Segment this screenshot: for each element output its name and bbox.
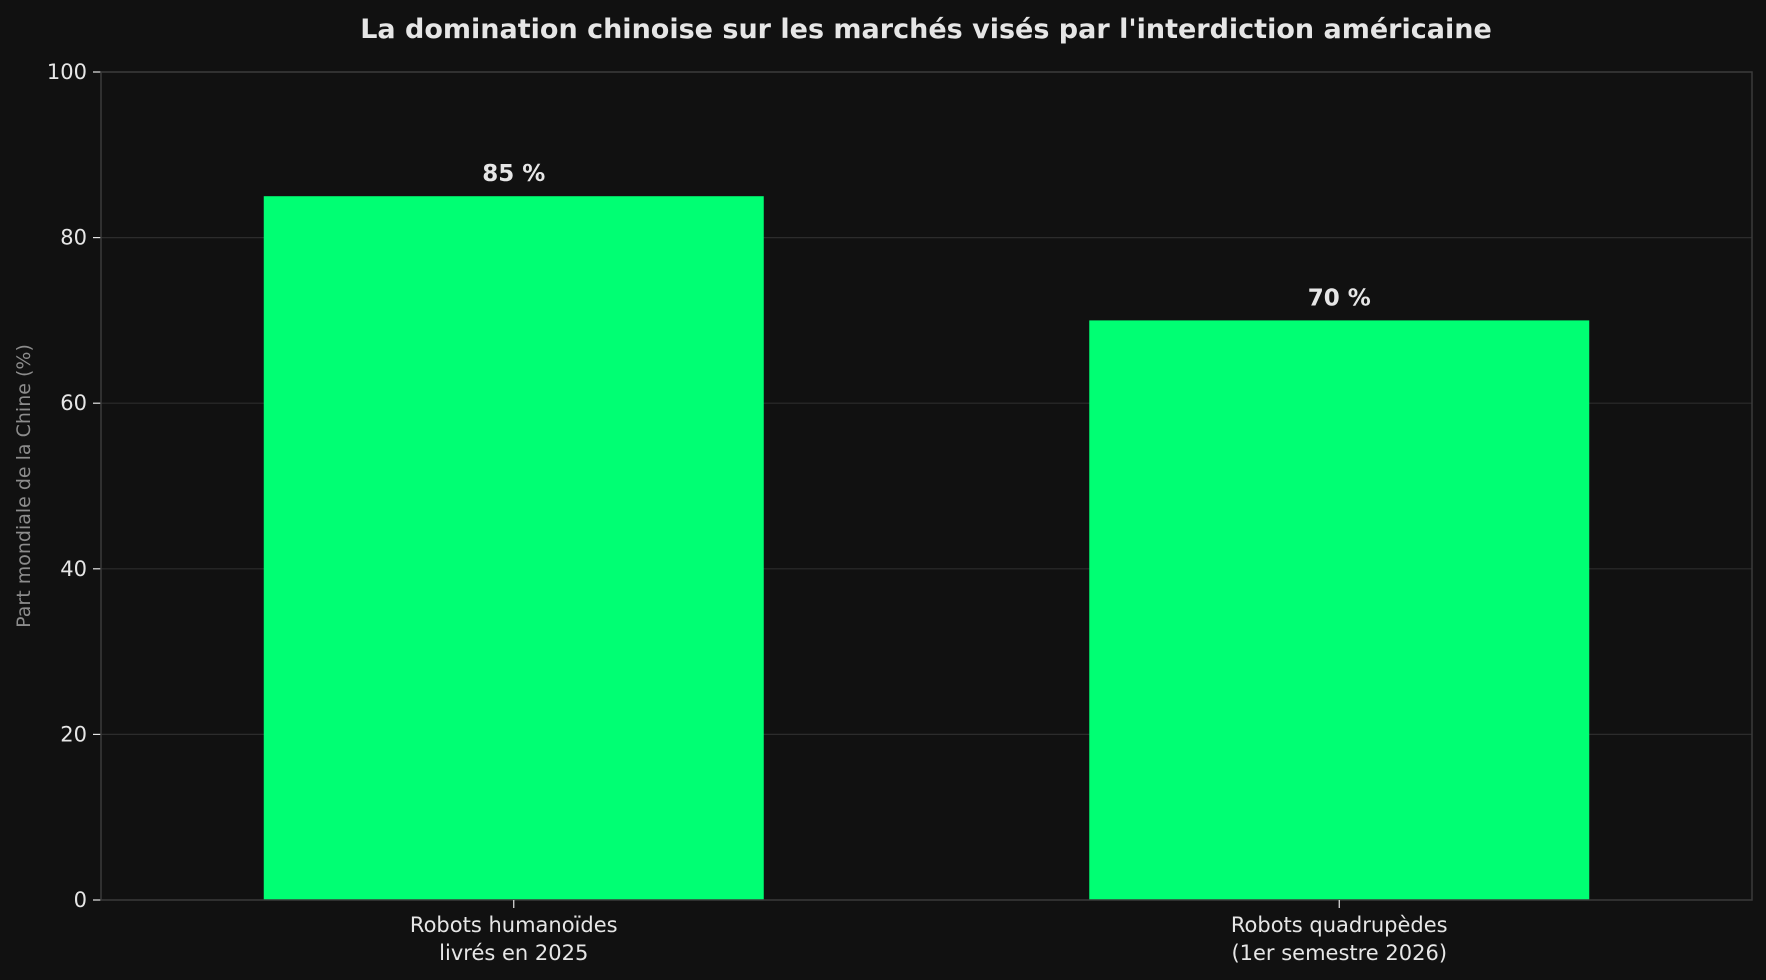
x-tick-label-line: Robots quadrupèdes	[1231, 913, 1448, 937]
y-axis-label: Part mondiale de la Chine (%)	[13, 344, 35, 628]
bar	[263, 196, 764, 900]
y-tick-label: 80	[60, 226, 87, 250]
y-tick-label: 100	[47, 60, 87, 84]
y-tick-label: 0	[74, 888, 87, 912]
chart-title: La domination chinoise sur les marchés v…	[360, 14, 1492, 45]
bar	[1089, 320, 1590, 900]
y-tick-label: 60	[60, 391, 87, 415]
plot-frame	[100, 71, 1753, 901]
x-tick-label: Robots quadrupèdes (1er semestre 2026)	[1231, 913, 1448, 965]
x-tick-label-line: livrés en 2025	[439, 941, 588, 965]
bar-value-label: 85 %	[482, 161, 545, 187]
bar-value-label: 70 %	[1308, 285, 1371, 311]
axes	[93, 71, 1753, 908]
bars	[263, 196, 1590, 900]
x-tick-label-line: (1er semestre 2026)	[1231, 941, 1447, 965]
x-tick-label: Robots humanoïdes livrés en 2025	[410, 913, 618, 965]
y-tick-label: 40	[60, 557, 87, 581]
y-tick-label: 20	[60, 722, 87, 746]
x-tick-label-line: Robots humanoïdes	[410, 913, 618, 937]
labels: 0 20 40 60 80 100 85 % Robots humanoïdes livrés …	[47, 60, 1448, 965]
